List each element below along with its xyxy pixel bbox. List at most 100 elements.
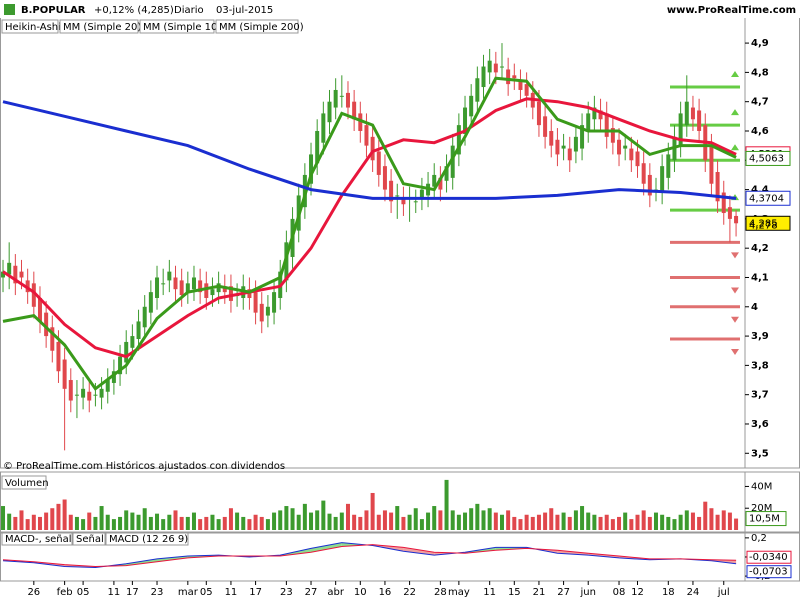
volume-bar <box>68 514 73 530</box>
chart-title: B.POPULAR <box>21 5 86 16</box>
candle-body <box>413 201 418 203</box>
level-arrow <box>731 349 739 356</box>
x-tick-label: 21 <box>533 587 546 598</box>
candle-body <box>487 60 492 73</box>
candle-body <box>567 148 572 161</box>
legend-entry: MM (Simple 200) <box>219 22 304 33</box>
candle-body <box>364 125 369 146</box>
volume-bar <box>253 514 258 530</box>
volume-bar <box>376 514 381 530</box>
x-tick-label: 10 <box>354 587 367 598</box>
candle-body <box>118 356 123 375</box>
candle-body <box>684 101 689 126</box>
volume-bar <box>136 514 141 530</box>
candle-body <box>456 125 461 155</box>
volume-bar <box>290 508 295 530</box>
panel-title-box <box>1 475 47 490</box>
candle-body <box>727 207 732 219</box>
source: www.ProRealTime.com <box>667 5 796 16</box>
candle-body <box>463 107 468 134</box>
volume-bar <box>228 508 233 530</box>
volume-bar <box>413 508 418 530</box>
candle-body <box>130 336 135 348</box>
level-arrow <box>731 144 739 151</box>
candle-body <box>518 81 523 90</box>
candle-body <box>352 101 357 120</box>
volume-bar <box>99 506 104 530</box>
last-value-label: -0,0340 <box>749 552 788 563</box>
candle-body <box>185 283 190 293</box>
y-tick-label: 40M <box>751 481 772 492</box>
volume-bar <box>734 518 739 530</box>
candle-body <box>690 107 695 120</box>
volume-panel: 20M 40M Volumen 10,5M <box>0 471 800 534</box>
date-axis: 26 feb 05 11 17 23 mar 05 11 17 23 27 abr 10 16 22 28 may… <box>0 580 745 598</box>
last-value-box <box>745 511 787 527</box>
volume-bar <box>481 510 486 530</box>
candle-body <box>111 371 116 383</box>
volume-bar <box>610 519 615 530</box>
volume-bar <box>302 503 307 530</box>
volume-bar <box>222 516 227 530</box>
volume-bar <box>130 512 135 530</box>
candle-body <box>222 286 227 293</box>
volume-bar <box>543 512 548 530</box>
volume-bar <box>549 508 554 530</box>
candle-body <box>56 341 61 372</box>
volume-bar <box>259 516 264 530</box>
candle-body <box>136 321 141 340</box>
candle-body <box>623 145 628 149</box>
volume-bar <box>444 479 449 530</box>
volume-bar <box>703 501 708 530</box>
candle-body <box>376 151 381 175</box>
x-tick-label: 11 <box>108 587 121 598</box>
volume-bar <box>56 503 61 530</box>
volume-bar <box>124 510 129 530</box>
volume-bar <box>19 510 24 530</box>
volume-bar <box>210 514 215 530</box>
volume-bar <box>327 513 332 530</box>
last-value-box <box>745 150 791 166</box>
volume-bar <box>235 512 240 530</box>
candle-body <box>536 101 541 126</box>
volume-bar <box>715 514 720 530</box>
legend-entry: MM (Simple 10) <box>143 22 221 33</box>
candle-body <box>629 148 634 161</box>
candle-body <box>573 136 578 152</box>
candle-body <box>191 277 196 290</box>
x-tick-label: 18 <box>662 587 675 598</box>
y-tick-label: 4,4 <box>751 185 769 196</box>
volume-bar <box>536 514 541 530</box>
volume-bar <box>382 510 387 530</box>
volume-bar <box>173 510 178 530</box>
volume-bar <box>1 506 6 530</box>
candle-body <box>105 380 110 392</box>
x-tick-label: 22 <box>403 587 416 598</box>
legend-entry: MM (Simple 20) <box>63 22 141 33</box>
legend-entry: MACD (12 26 9) <box>109 534 188 545</box>
candle-body <box>13 265 18 284</box>
candle-body <box>173 277 178 290</box>
volume-bar <box>395 506 400 530</box>
level-arrow <box>731 316 739 323</box>
level-arrow <box>731 287 739 294</box>
volume-bar <box>241 516 246 530</box>
volume-bar <box>167 514 172 530</box>
candle-body <box>44 312 49 337</box>
volume-bar <box>296 514 301 530</box>
volume-bar <box>13 516 18 530</box>
x-tick-label: feb <box>57 587 73 598</box>
candle-body <box>161 283 166 285</box>
candle-body <box>327 101 332 123</box>
candle-body <box>19 271 24 278</box>
volume-bar <box>493 512 498 530</box>
volume-bar <box>499 514 504 530</box>
x-tick-label: mar <box>178 587 199 598</box>
candle-body <box>715 172 720 202</box>
candle-body <box>1 271 6 278</box>
volume-bar <box>524 514 529 530</box>
candle-body <box>333 89 338 108</box>
candle-body <box>142 306 147 328</box>
candle-body <box>647 174 652 196</box>
